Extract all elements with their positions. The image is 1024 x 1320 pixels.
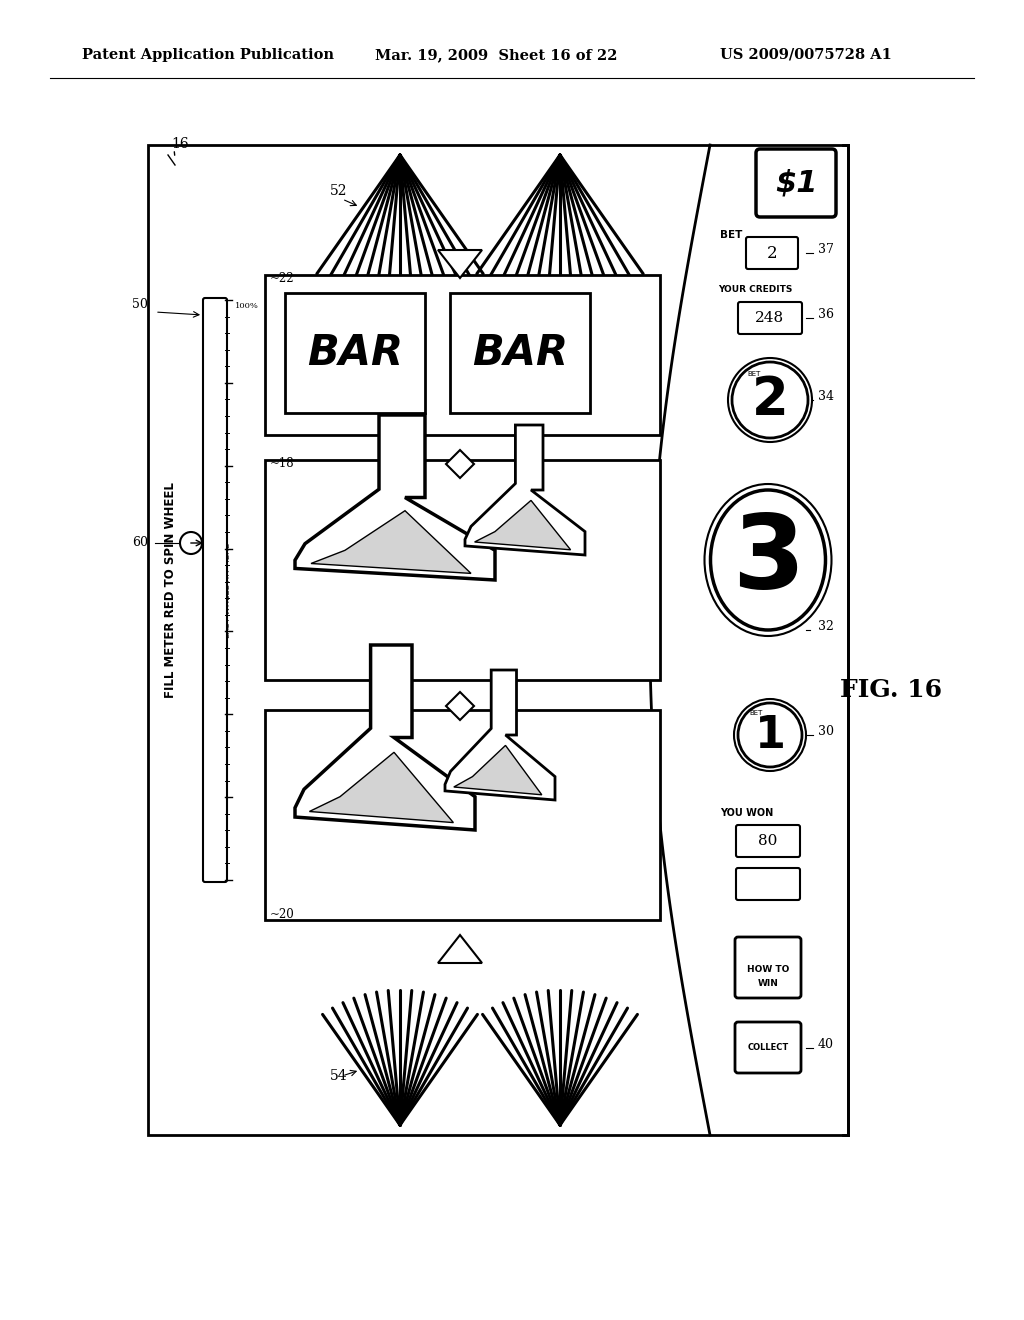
Ellipse shape: [711, 490, 825, 630]
Ellipse shape: [705, 484, 831, 636]
Bar: [265, 275, 660, 436]
Text: WIN: WIN: [758, 978, 778, 987]
Circle shape: [734, 700, 806, 771]
Polygon shape: [474, 500, 570, 550]
FancyBboxPatch shape: [735, 1022, 801, 1073]
Text: US 2009/0075728 A1: US 2009/0075728 A1: [720, 48, 892, 62]
FancyBboxPatch shape: [203, 298, 227, 882]
FancyBboxPatch shape: [736, 869, 800, 900]
FancyBboxPatch shape: [738, 302, 802, 334]
Text: BAR: BAR: [307, 333, 403, 374]
Polygon shape: [295, 645, 475, 830]
Polygon shape: [446, 450, 474, 478]
Text: 36: 36: [818, 308, 834, 321]
Text: Mar. 19, 2009  Sheet 16 of 22: Mar. 19, 2009 Sheet 16 of 22: [375, 48, 617, 62]
Text: ~22: ~22: [270, 272, 295, 285]
Text: BAR: BAR: [472, 333, 568, 374]
Polygon shape: [311, 511, 471, 573]
Text: BET: BET: [748, 371, 761, 378]
FancyBboxPatch shape: [735, 937, 801, 998]
Text: COLLECT: COLLECT: [748, 1044, 788, 1052]
Polygon shape: [438, 935, 482, 964]
FancyBboxPatch shape: [736, 825, 800, 857]
Circle shape: [738, 704, 802, 767]
Text: BET: BET: [720, 230, 742, 240]
Text: YOU WON: YOU WON: [720, 808, 773, 818]
Text: ~20: ~20: [270, 908, 295, 921]
Text: 60: 60: [132, 536, 148, 549]
Polygon shape: [295, 414, 495, 579]
Polygon shape: [445, 671, 555, 800]
Text: 40: 40: [818, 1038, 834, 1051]
Text: 30: 30: [818, 725, 834, 738]
Bar: [450, 293, 590, 413]
Circle shape: [728, 358, 812, 442]
Text: FILL METER RED TO SPIN WHEEL: FILL METER RED TO SPIN WHEEL: [164, 482, 176, 698]
Text: 2: 2: [752, 374, 788, 426]
Polygon shape: [309, 752, 454, 822]
Text: 37: 37: [818, 243, 834, 256]
Bar: [265, 459, 660, 680]
Text: BET: BET: [750, 710, 763, 715]
Text: 52: 52: [330, 183, 347, 198]
Text: 54: 54: [330, 1069, 347, 1082]
Text: 32: 32: [818, 620, 834, 634]
Polygon shape: [438, 249, 482, 279]
Text: 34: 34: [818, 389, 834, 403]
FancyBboxPatch shape: [746, 238, 798, 269]
Polygon shape: [446, 692, 474, 719]
Bar: [265, 710, 660, 920]
Text: $1: $1: [775, 169, 817, 198]
Text: 80: 80: [759, 834, 777, 847]
FancyBboxPatch shape: [756, 149, 836, 216]
Circle shape: [180, 532, 202, 554]
Text: 16: 16: [171, 137, 188, 150]
Text: Patent Application Publication: Patent Application Publication: [82, 48, 334, 62]
Bar: [148, 145, 848, 1135]
Bar: [285, 293, 425, 413]
Text: FIG. 16: FIG. 16: [840, 678, 942, 702]
Polygon shape: [465, 425, 585, 554]
Text: LAST WHEEL HIT HERE: LAST WHEEL HIT HERE: [223, 543, 232, 638]
Text: ~18: ~18: [270, 457, 295, 470]
Text: 3: 3: [732, 510, 804, 610]
Text: HOW TO: HOW TO: [746, 965, 790, 974]
Bar: [206, 301, 224, 543]
Text: 50: 50: [132, 298, 148, 312]
Polygon shape: [454, 746, 542, 795]
Text: 100%: 100%: [234, 302, 259, 310]
Text: 248: 248: [756, 312, 784, 325]
Text: 1: 1: [755, 714, 785, 756]
Text: 2: 2: [767, 244, 777, 261]
Circle shape: [732, 362, 808, 438]
Text: YOUR CREDITS: YOUR CREDITS: [718, 285, 793, 294]
